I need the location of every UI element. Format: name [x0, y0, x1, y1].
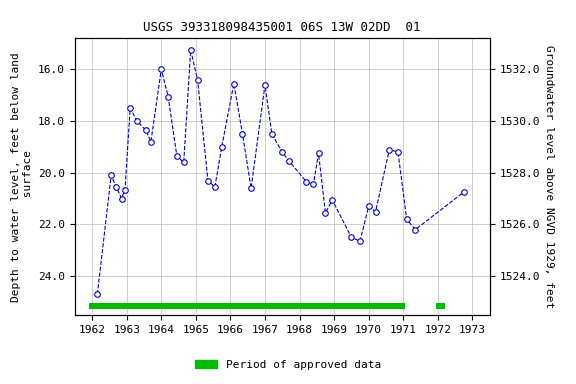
Y-axis label: Depth to water level, feet below land
 surface: Depth to water level, feet below land su… [11, 52, 33, 301]
Bar [89, 303, 405, 309]
Title: USGS 393318098435001 06S 13W 02DD  01: USGS 393318098435001 06S 13W 02DD 01 [143, 22, 421, 35]
Bar [436, 303, 445, 309]
Y-axis label: Groundwater level above NGVD 1929, feet: Groundwater level above NGVD 1929, feet [544, 45, 554, 308]
Legend: Period of approved data: Period of approved data [191, 356, 385, 375]
